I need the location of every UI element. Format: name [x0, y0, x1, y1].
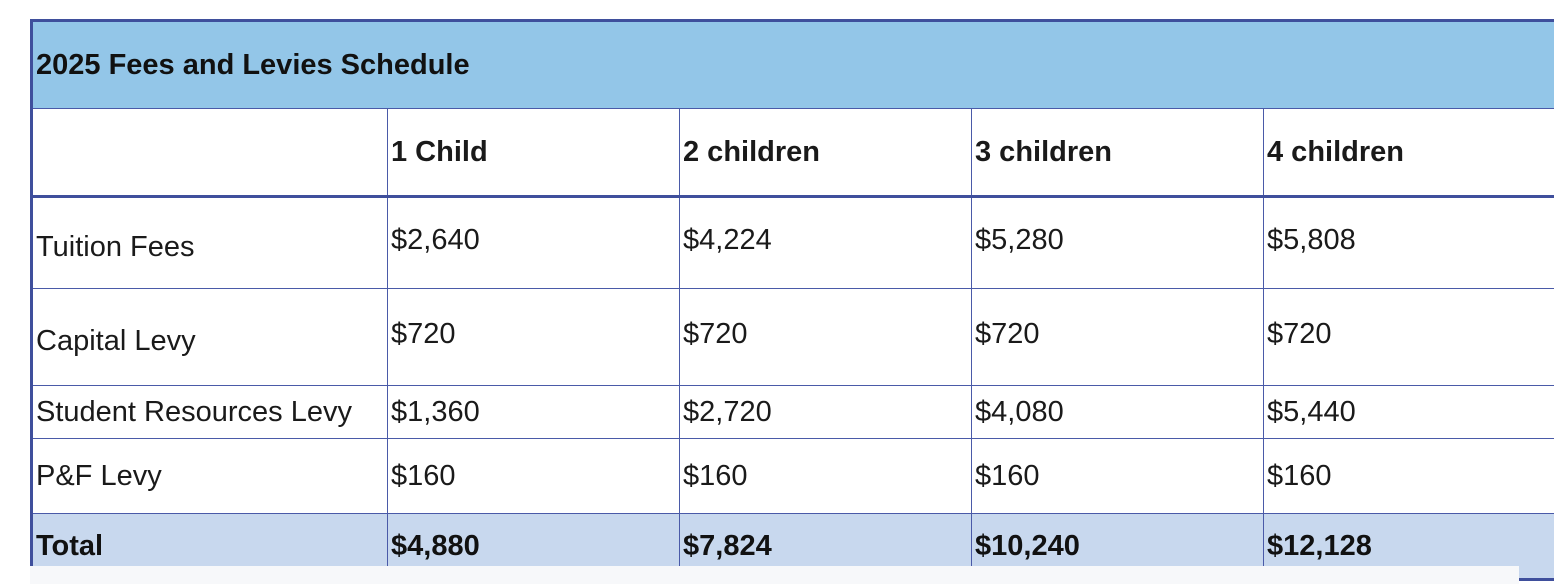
table-row-student-resources-levy: Student Resources Levy $1,360 $2,720 $4,…: [31, 385, 1554, 439]
table-cell: $5,440: [1262, 385, 1554, 439]
table-cell: $4,224: [679, 196, 972, 289]
table-row-pf-levy: P&F Levy $160 $160 $160 $160: [31, 438, 1554, 514]
table-cell: $2,720: [679, 385, 972, 439]
table-cell: $4,080: [971, 385, 1264, 439]
row-label: Capital Levy: [31, 288, 388, 386]
table-cell: $160: [679, 438, 972, 514]
table-cell: $1,360: [387, 385, 680, 439]
column-header-row: 1 Child 2 children 3 children 4 children: [31, 108, 1554, 197]
table-cell: $720: [971, 288, 1264, 386]
table-cell: $5,280: [971, 196, 1264, 289]
table-title-row: 2025 Fees and Levies Schedule: [30, 20, 1554, 109]
row-label: P&F Levy: [31, 438, 388, 514]
table-cell: $160: [1262, 438, 1554, 514]
row-label: Student Resources Levy: [31, 385, 388, 439]
column-header-3-children: 3 children: [971, 108, 1264, 197]
table-title: 2025 Fees and Levies Schedule: [30, 20, 1554, 109]
table-cell: $5,808: [1262, 196, 1554, 289]
table-cell: $720: [1262, 288, 1554, 386]
row-label: Tuition Fees: [31, 196, 388, 289]
column-header-4-children: 4 children: [1262, 108, 1554, 197]
page-bottom-shade: [30, 566, 1519, 584]
table-row-tuition-fees: Tuition Fees $2,640 $4,224 $5,280 $5,808: [31, 196, 1554, 289]
table-cell: $2,640: [387, 196, 680, 289]
table-cell: $160: [971, 438, 1264, 514]
table-cell: $720: [679, 288, 972, 386]
table-row-capital-levy: Capital Levy $720 $720 $720 $720: [31, 288, 1554, 386]
column-header-blank: [31, 108, 388, 197]
column-header-1-child: 1 Child: [387, 108, 680, 197]
column-header-2-children: 2 children: [679, 108, 972, 197]
table-cell: $160: [387, 438, 680, 514]
fees-levies-table: 2025 Fees and Levies Schedule 1 Child 2 …: [30, 19, 1554, 581]
table-cell: $720: [387, 288, 680, 386]
